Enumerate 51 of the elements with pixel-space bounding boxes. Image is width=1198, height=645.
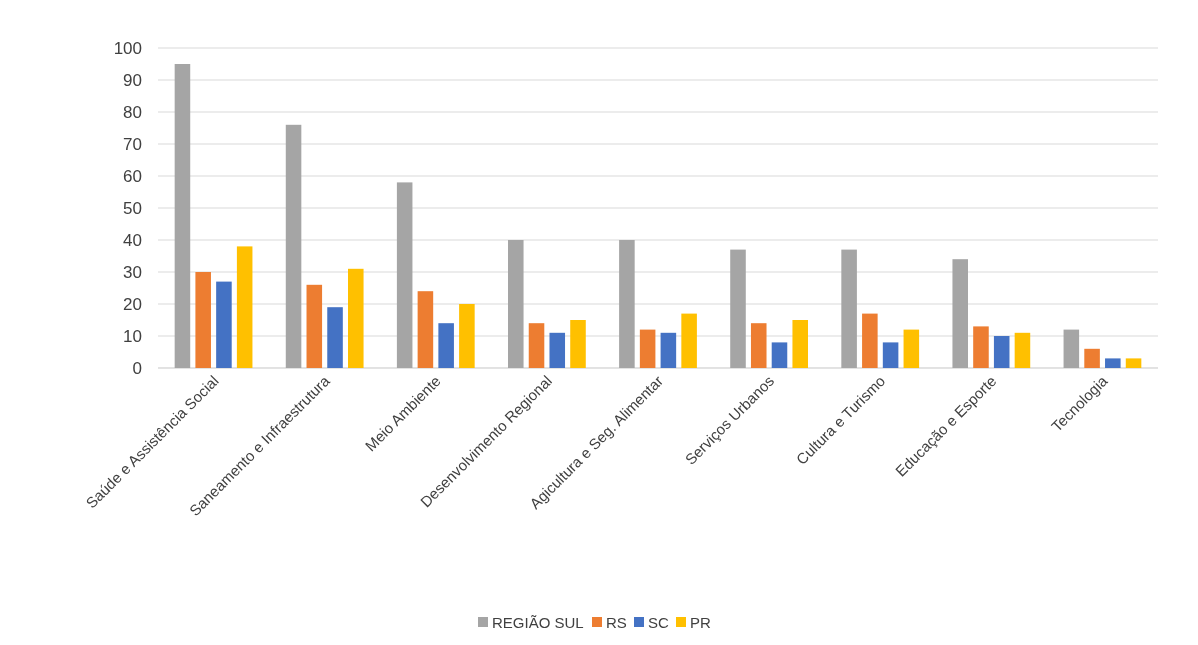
bar [417, 291, 434, 368]
bar [903, 329, 920, 368]
bar [528, 323, 545, 368]
bar [348, 268, 364, 368]
bar [862, 313, 878, 368]
bar [396, 182, 413, 368]
bar [236, 246, 253, 368]
bar [730, 249, 746, 368]
bar [1105, 358, 1121, 368]
bar [639, 329, 656, 368]
y-tick-label: 90 [123, 70, 142, 90]
bar [195, 272, 211, 368]
bar [570, 320, 586, 368]
y-tick-label: 40 [123, 230, 142, 250]
bar [459, 304, 475, 368]
y-tick-label: 100 [113, 38, 142, 58]
bar [549, 332, 566, 368]
bar [660, 332, 677, 368]
bar [438, 323, 454, 368]
bar [619, 240, 635, 368]
bar [1063, 329, 1080, 368]
bar [792, 320, 808, 368]
bar [952, 259, 968, 368]
legend-label: SC [648, 614, 669, 632]
bar [771, 342, 788, 368]
legend-label: REGIÃO SUL [492, 614, 584, 632]
bar [750, 323, 767, 368]
y-tick-label: 80 [123, 102, 142, 122]
bar [508, 240, 524, 368]
bar [1014, 332, 1031, 368]
legend-label: PR [690, 614, 711, 632]
y-tick-label: 10 [123, 326, 142, 346]
bar [993, 336, 1010, 368]
y-tick-label: 30 [123, 262, 142, 282]
y-tick-label: 50 [123, 198, 142, 218]
bar [216, 281, 232, 368]
y-tick-label: 20 [123, 294, 142, 314]
bar [285, 124, 302, 368]
bar [1084, 348, 1100, 368]
bar [306, 284, 323, 368]
y-tick-label: 0 [132, 358, 142, 378]
legend-label: RS [606, 614, 627, 632]
bar [1125, 358, 1142, 368]
bar [681, 313, 697, 368]
bar [882, 342, 899, 368]
bar [841, 249, 857, 368]
bar [973, 326, 989, 368]
bar [174, 64, 191, 368]
y-tick-label: 60 [123, 166, 142, 186]
bar [327, 307, 343, 368]
y-tick-label: 70 [123, 134, 142, 154]
